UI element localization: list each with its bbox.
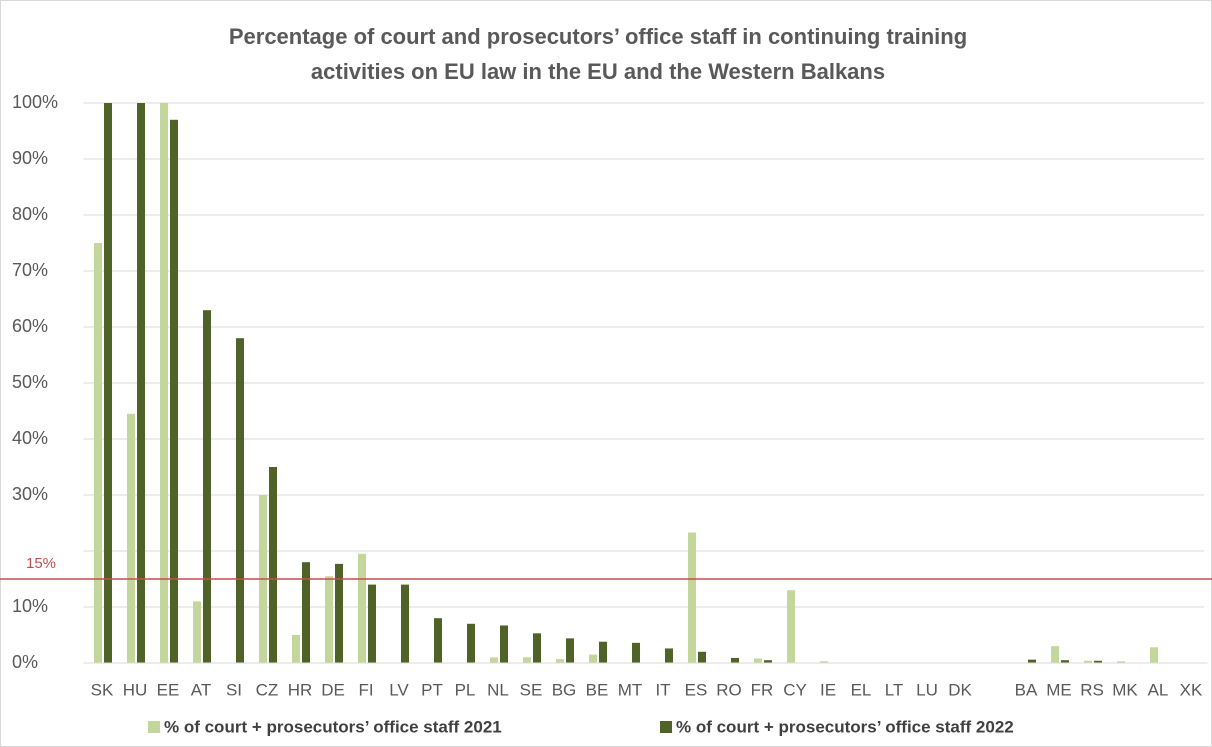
y-tick-label: 80%: [12, 204, 48, 224]
bar: [94, 243, 102, 663]
legend-label: % of court + prosecutors’ office staff 2…: [676, 717, 1014, 736]
bar: [434, 618, 442, 663]
x-tick-label: AT: [191, 680, 211, 699]
x-tick-label: PL: [455, 680, 476, 699]
bar: [368, 584, 376, 663]
x-tick-label: FR: [751, 680, 774, 699]
x-tick-label: CY: [783, 680, 807, 699]
bar: [665, 648, 673, 663]
bar: [599, 641, 607, 663]
bar: [302, 562, 310, 663]
bar: [1084, 660, 1092, 663]
x-tick-label: ME: [1046, 680, 1072, 699]
x-tick-label: IT: [655, 680, 670, 699]
bar: [193, 601, 201, 663]
bar: [589, 654, 597, 663]
x-tick-label: CZ: [256, 680, 279, 699]
bar: [104, 103, 112, 663]
chart-title: activities on EU law in the EU and the W…: [311, 59, 885, 84]
x-tick-label: NL: [487, 680, 509, 699]
x-tick-label: EE: [157, 680, 180, 699]
x-tick-label: SI: [226, 680, 242, 699]
bar: [1028, 659, 1036, 663]
y-tick-label: 50%: [12, 372, 48, 392]
bar: [698, 651, 706, 663]
bar: [764, 660, 772, 663]
bar: [533, 633, 541, 663]
bar: [566, 638, 574, 663]
bar: [500, 625, 508, 663]
bar: [1094, 660, 1102, 663]
y-tick-label: 100%: [12, 92, 58, 112]
bar: [754, 658, 762, 663]
bar: [137, 103, 145, 663]
y-tick-label: 70%: [12, 260, 48, 280]
y-tick-label: 0%: [12, 652, 38, 672]
x-tick-label: AL: [1148, 680, 1169, 699]
x-tick-label: LT: [885, 680, 904, 699]
y-tick-label: 30%: [12, 484, 48, 504]
x-tick-label: SE: [520, 680, 543, 699]
x-tick-label: LU: [916, 680, 938, 699]
bar: [490, 657, 498, 663]
bar: [1117, 661, 1125, 663]
y-tick-label: 90%: [12, 148, 48, 168]
bar: [1061, 660, 1069, 663]
bar: [292, 635, 300, 663]
y-tick-label: 60%: [12, 316, 48, 336]
x-tick-label: SK: [91, 680, 114, 699]
bar: [787, 590, 795, 663]
x-tick-label: MT: [618, 680, 643, 699]
x-tick-label: PT: [421, 680, 443, 699]
chart-title: Percentage of court and prosecutors’ off…: [229, 24, 967, 49]
bar: [731, 657, 739, 663]
legend-label: % of court + prosecutors’ office staff 2…: [164, 717, 502, 736]
bar: [556, 659, 564, 663]
x-tick-label: DK: [948, 680, 972, 699]
bar: [236, 338, 244, 663]
x-tick-label: BG: [552, 680, 577, 699]
x-tick-label: LV: [389, 680, 409, 699]
x-tick-label: DE: [321, 680, 345, 699]
x-tick-label: MK: [1112, 680, 1138, 699]
bar: [325, 576, 333, 663]
bar: [160, 103, 168, 663]
bar: [632, 642, 640, 663]
x-tick-label: BE: [586, 680, 609, 699]
bar: [523, 657, 531, 663]
x-tick-label: HU: [123, 680, 148, 699]
x-tick-label: RO: [716, 680, 742, 699]
bar: [335, 563, 343, 663]
x-tick-label: IE: [820, 680, 836, 699]
bar: [1051, 646, 1059, 663]
bar: [203, 310, 211, 663]
x-tick-label: XK: [1180, 680, 1203, 699]
x-tick-label: FI: [358, 680, 373, 699]
x-tick-label: HR: [288, 680, 313, 699]
x-tick-label: EL: [851, 680, 872, 699]
bar: [170, 119, 178, 664]
legend-swatch: [148, 721, 160, 733]
bar: [269, 467, 277, 663]
legend-swatch: [660, 721, 672, 733]
x-tick-label: ES: [685, 680, 708, 699]
bar: [820, 661, 828, 663]
y-tick-label: 10%: [12, 596, 48, 616]
bar: [467, 623, 475, 663]
x-tick-label: RS: [1080, 680, 1104, 699]
bar: [127, 413, 135, 663]
x-tick-label: BA: [1015, 680, 1038, 699]
bar: [1150, 647, 1158, 663]
bar: [358, 553, 366, 663]
bar: [688, 532, 696, 663]
y-tick-label: 40%: [12, 428, 48, 448]
bar: [401, 584, 409, 663]
reference-label: 15%: [26, 555, 56, 572]
